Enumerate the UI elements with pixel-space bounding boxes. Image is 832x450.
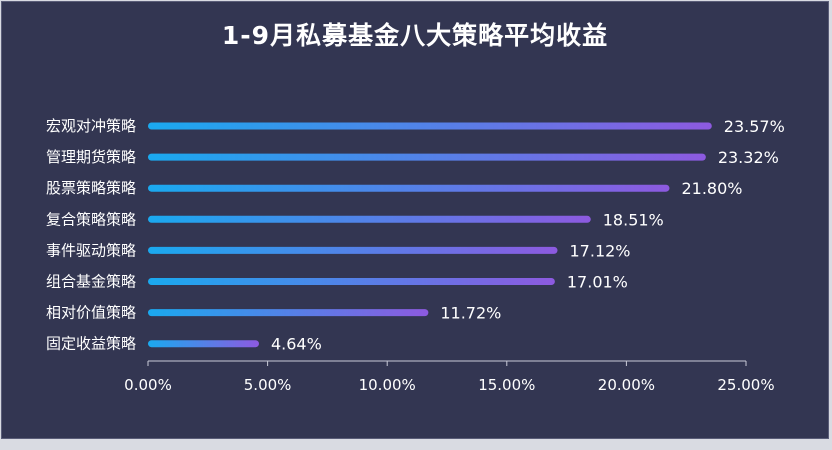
bar [148, 340, 259, 348]
value-label: 18.51% [603, 210, 664, 229]
value-label: 17.01% [567, 273, 628, 292]
category-label: 相对价值策略 [46, 304, 136, 322]
value-label: 23.32% [718, 148, 779, 167]
x-tick-label: 20.00% [598, 376, 655, 394]
category-label: 固定收益策略 [46, 335, 136, 353]
x-axis: 0.00% 5.00% 10.00% 15.00% 20.00% 25.00% [124, 360, 775, 394]
category-label: 事件驱动策略 [46, 241, 136, 259]
category-label: 复合策略策略 [46, 210, 136, 228]
chart-frame: 1-9月私募基金八大策略平均收益 宏观对冲策略 23.57% 管理期货策略 23.32… [1, 1, 829, 439]
category-label: 组合基金策略 [46, 273, 136, 291]
x-tick-label: 0.00% [124, 376, 172, 394]
value-label: 17.12% [570, 241, 631, 260]
x-tick-label: 15.00% [478, 376, 535, 394]
x-tick-label: 10.00% [359, 376, 416, 394]
category-label: 股票策略策略 [46, 179, 136, 197]
x-tick-label: 25.00% [717, 376, 774, 394]
category-label: 管理期货策略 [46, 148, 136, 166]
chart-title: 1-9月私募基金八大策略平均收益 [221, 21, 609, 50]
bar [148, 215, 591, 223]
value-label: 23.57% [724, 117, 785, 136]
bar [148, 278, 555, 285]
bar [148, 153, 706, 161]
value-label: 4.64% [271, 335, 322, 354]
x-tick-label: 5.00% [244, 376, 292, 394]
value-label: 11.72% [440, 304, 501, 323]
value-label: 21.80% [681, 179, 742, 198]
bar [148, 122, 712, 130]
bar [148, 246, 558, 254]
bar [148, 309, 429, 317]
category-label: 宏观对冲策略 [46, 117, 136, 135]
bar [148, 184, 670, 192]
bars-layer: 宏观对冲策略 23.57% 管理期货策略 23.32% 股票策略策略 21.80% 复合策略… [46, 117, 785, 354]
bar-chart: 宏观对冲策略 23.57% 管理期货策略 23.32% 股票策略策略 21.80% 复合策略… [46, 117, 785, 394]
